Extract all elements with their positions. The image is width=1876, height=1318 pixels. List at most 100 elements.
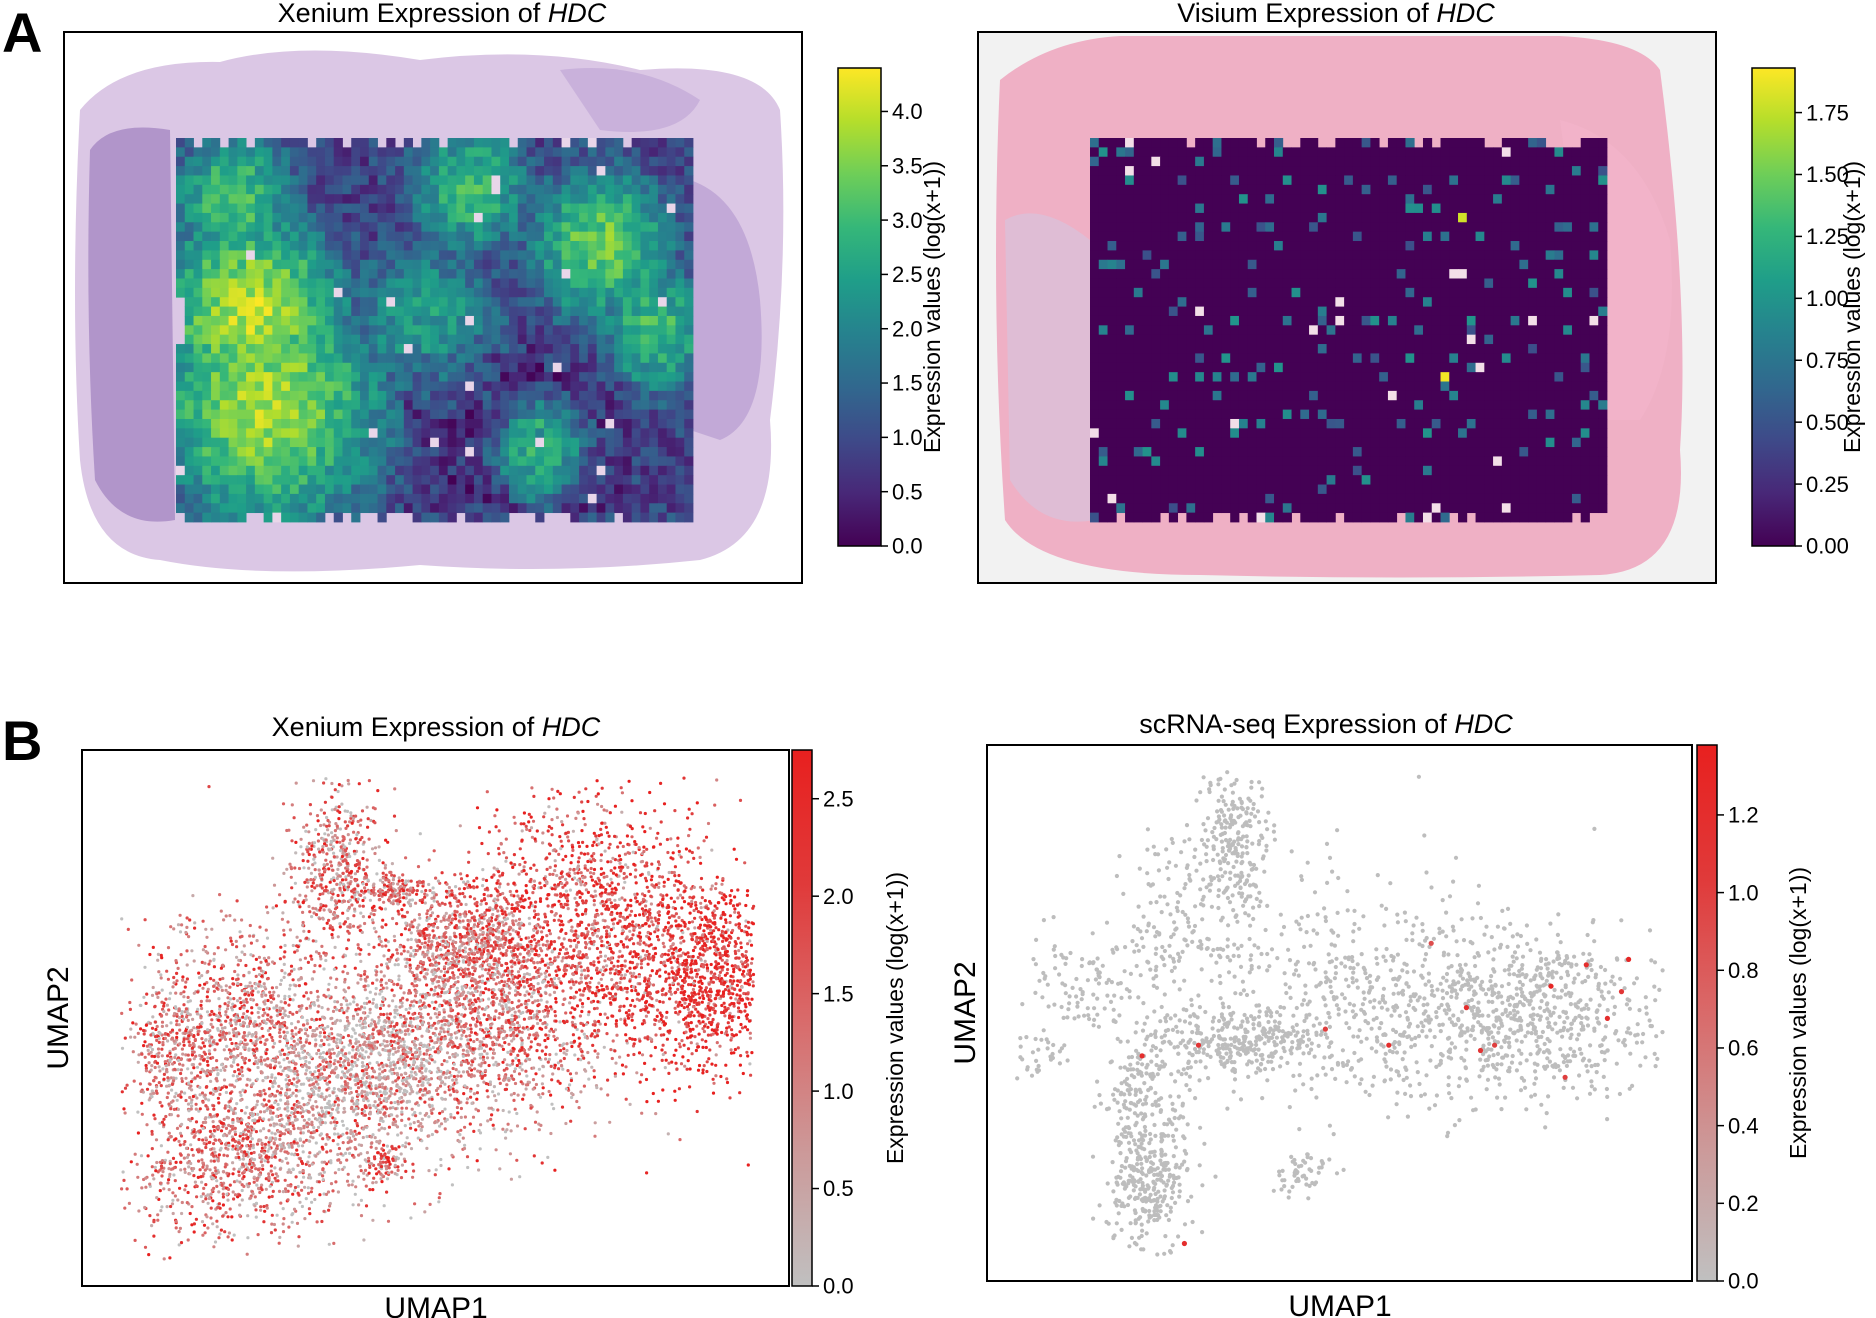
heatmap-cell [1387, 512, 1398, 523]
heatmap-cell [570, 353, 580, 364]
heatmap-cell [447, 465, 457, 476]
heatmap-cell [1536, 241, 1547, 251]
heatmap-cell [1317, 484, 1327, 495]
heatmap-cell [684, 222, 694, 233]
heatmap-cell [1361, 493, 1371, 504]
heatmap-cell [508, 344, 519, 354]
umap-point [392, 1024, 396, 1029]
heatmap-cell [324, 156, 335, 167]
heatmap-cell [1528, 212, 1538, 223]
heatmap-cell [324, 306, 335, 317]
heatmap-cell [1580, 418, 1590, 429]
heatmap-cell [622, 475, 633, 485]
heatmap-cell [517, 465, 527, 476]
heatmap-cell [211, 447, 221, 457]
heatmap-cell [386, 400, 396, 411]
heatmap-cell [246, 231, 256, 242]
heatmap-cell [1528, 381, 1538, 392]
heatmap-cell [1440, 484, 1450, 495]
heatmap-cell [1440, 147, 1450, 158]
heatmap-cell [237, 278, 247, 289]
heatmap-cell [649, 409, 659, 420]
heatmap-cell [657, 484, 668, 495]
heatmap-cell [1116, 428, 1126, 439]
heatmap-cell [1326, 362, 1336, 373]
heatmap-cell [1177, 465, 1187, 476]
heatmap-cell [1528, 437, 1538, 448]
heatmap-cell [254, 503, 265, 514]
heatmap-cell [1203, 147, 1214, 158]
heatmap-cell [631, 269, 641, 279]
heatmap-cell [1571, 175, 1582, 186]
heatmap-cell [1344, 194, 1354, 204]
heatmap-cell [298, 409, 308, 420]
heatmap-cell [421, 493, 431, 504]
heatmap-cell [246, 203, 256, 214]
heatmap-cell [360, 334, 370, 345]
heatmap-cell [517, 503, 527, 514]
heatmap-cell [298, 212, 308, 223]
heatmap-cell [517, 287, 527, 298]
heatmap-cell [1493, 287, 1503, 298]
heatmap-cell [1212, 493, 1222, 504]
heatmap-cell [1379, 147, 1389, 158]
heatmap-cell [1265, 241, 1275, 251]
heatmap-cell [246, 222, 256, 233]
heatmap-cell [1098, 231, 1108, 242]
heatmap-cell [412, 390, 422, 401]
heatmap-cell [657, 194, 668, 204]
heatmap-cell [395, 484, 405, 495]
heatmap-cell [508, 493, 519, 504]
heatmap-cell [657, 437, 668, 448]
heatmap-cell [395, 503, 405, 514]
colorbar-tick-label: 1.00 [1806, 286, 1849, 311]
heatmap-cell [1125, 503, 1135, 514]
heatmap-cell [307, 250, 317, 261]
heatmap-cell [1361, 184, 1371, 195]
heatmap-cell [1405, 278, 1415, 289]
heatmap-cell [1212, 138, 1222, 148]
heatmap-cell [1528, 269, 1538, 279]
heatmap-cell [237, 512, 247, 523]
heatmap-cell [1256, 287, 1266, 298]
heatmap-cell [1536, 344, 1547, 354]
heatmap-cell [1501, 493, 1512, 504]
heatmap-cell [395, 372, 405, 382]
heatmap-cell [1326, 269, 1336, 279]
heatmap-cell [1361, 222, 1371, 233]
heatmap-cell [368, 212, 378, 223]
heatmap-cell [1493, 269, 1503, 279]
heatmap-cell [246, 353, 256, 364]
heatmap-cell [535, 278, 545, 289]
heatmap-cell [1335, 456, 1345, 467]
heatmap-cell [219, 456, 229, 467]
heatmap-cell [1125, 428, 1135, 439]
heatmap-cell [535, 400, 545, 411]
heatmap-cell [1282, 287, 1292, 298]
heatmap-cell [1186, 362, 1196, 373]
heatmap-cell [1309, 325, 1319, 336]
heatmap-cell [1449, 447, 1459, 457]
heatmap-cell [1090, 156, 1100, 167]
heatmap-cell [1598, 372, 1608, 382]
heatmap-cell [412, 484, 422, 495]
heatmap-cell [666, 409, 676, 420]
heatmap-cell [1589, 184, 1599, 195]
heatmap-cell [1195, 456, 1205, 467]
heatmap-cell [657, 381, 668, 392]
heatmap-cell [666, 362, 676, 373]
heatmap-cell [438, 297, 449, 307]
heatmap-cell [1195, 475, 1205, 485]
heatmap-cell [430, 306, 440, 317]
heatmap-cell [289, 447, 300, 457]
heatmap-cell [482, 372, 492, 382]
heatmap-cell [1090, 278, 1100, 289]
heatmap-cell [1221, 269, 1231, 279]
heatmap-cell [1370, 166, 1380, 176]
heatmap-cell [333, 400, 343, 411]
heatmap-cell [1125, 418, 1135, 429]
heatmap-cell [1291, 259, 1301, 270]
heatmap-cell [1431, 147, 1441, 158]
heatmap-cell [1589, 194, 1599, 204]
heatmap-cell [535, 315, 545, 326]
